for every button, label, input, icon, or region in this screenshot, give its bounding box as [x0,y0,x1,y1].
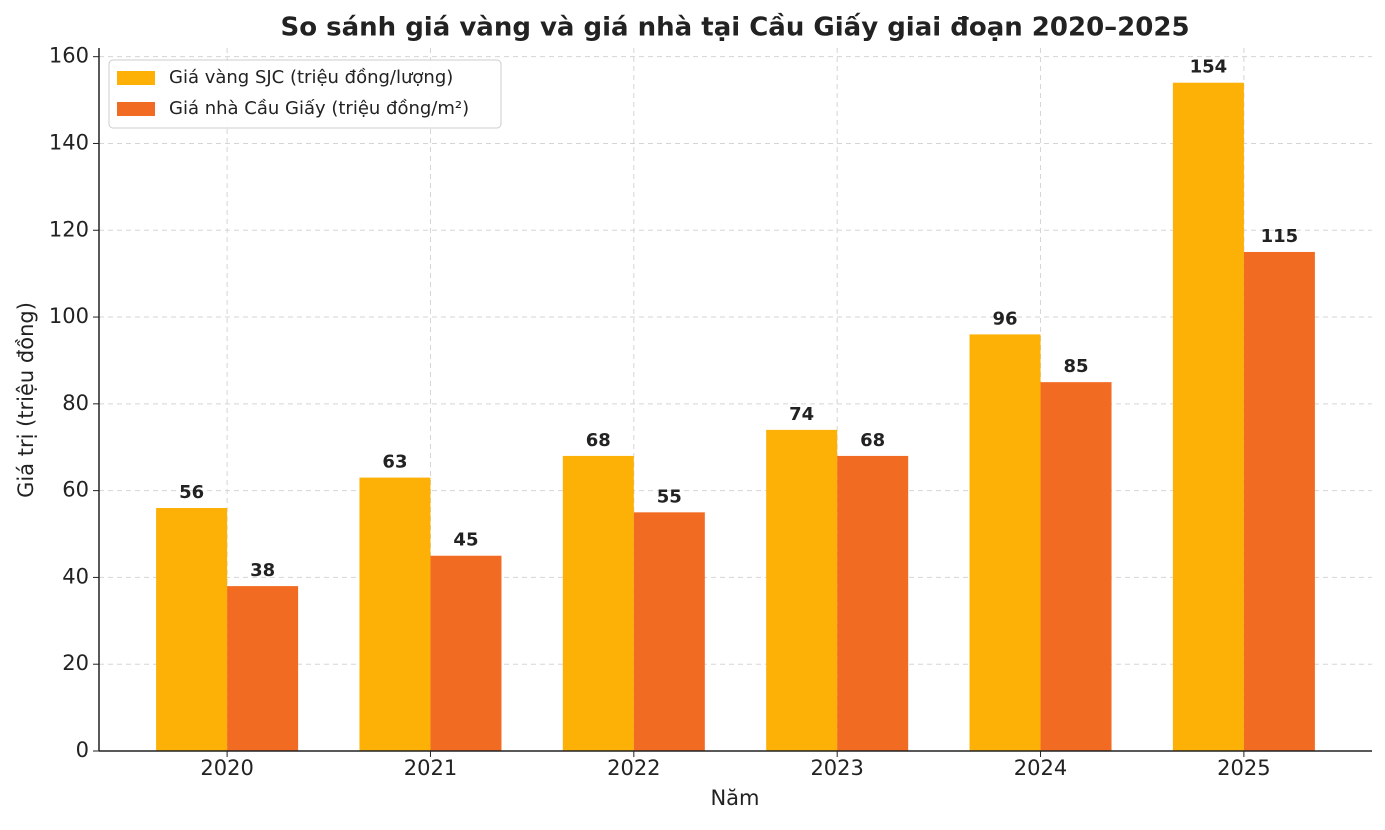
y-tick-label: 120 [49,217,89,241]
legend-box [108,59,502,129]
bar [156,507,228,751]
value-label: 68 [586,430,611,451]
value-label: 55 [657,486,682,507]
value-label: 115 [1261,226,1299,247]
legend-label: Giá vàng SJC (triệu đồng/lượng) [169,67,453,88]
value-label: 38 [250,560,275,581]
legend-swatch [117,71,155,85]
value-label: 45 [453,530,478,551]
bar [837,455,909,751]
y-tick-label: 0 [76,738,89,762]
bar [969,334,1041,751]
y-tick-label: 100 [49,304,89,328]
bar [562,455,634,751]
x-tick-label: 2022 [607,756,660,780]
value-label: 56 [179,482,204,503]
value-label: 154 [1190,57,1228,78]
bar [1040,382,1112,751]
x-tick-label: 2021 [404,756,457,780]
value-label: 68 [860,430,885,451]
bar [1243,251,1315,751]
value-label: 63 [382,452,407,473]
y-tick-label: 40 [62,564,89,588]
y-tick-label: 160 [49,44,89,68]
x-axis-label: Năm [710,786,759,810]
y-axis-label: Giá trị (triệu đồng) [14,302,38,498]
bar [766,429,838,751]
x-tick-label: 2023 [810,756,863,780]
value-label: 74 [789,404,814,425]
y-tick-label: 80 [62,391,89,415]
bar [1172,82,1244,751]
value-label: 96 [993,308,1018,329]
chart-title: So sánh giá vàng và giá nhà tại Cầu Giấy… [280,12,1189,43]
x-tick-label: 2025 [1217,756,1270,780]
legend-swatch [117,102,155,116]
bar [227,586,299,751]
y-tick-label: 60 [62,478,89,502]
y-tick-label: 140 [49,130,89,154]
bar [359,477,431,751]
bar [633,512,705,751]
y-tick-label: 20 [62,651,89,675]
value-label: 85 [1064,356,1089,377]
x-tick-label: 2024 [1014,756,1067,780]
legend-label: Giá nhà Cầu Giấy (triệu đồng/m²) [169,98,469,119]
bar [430,555,502,751]
x-tick-label: 2020 [200,756,253,780]
